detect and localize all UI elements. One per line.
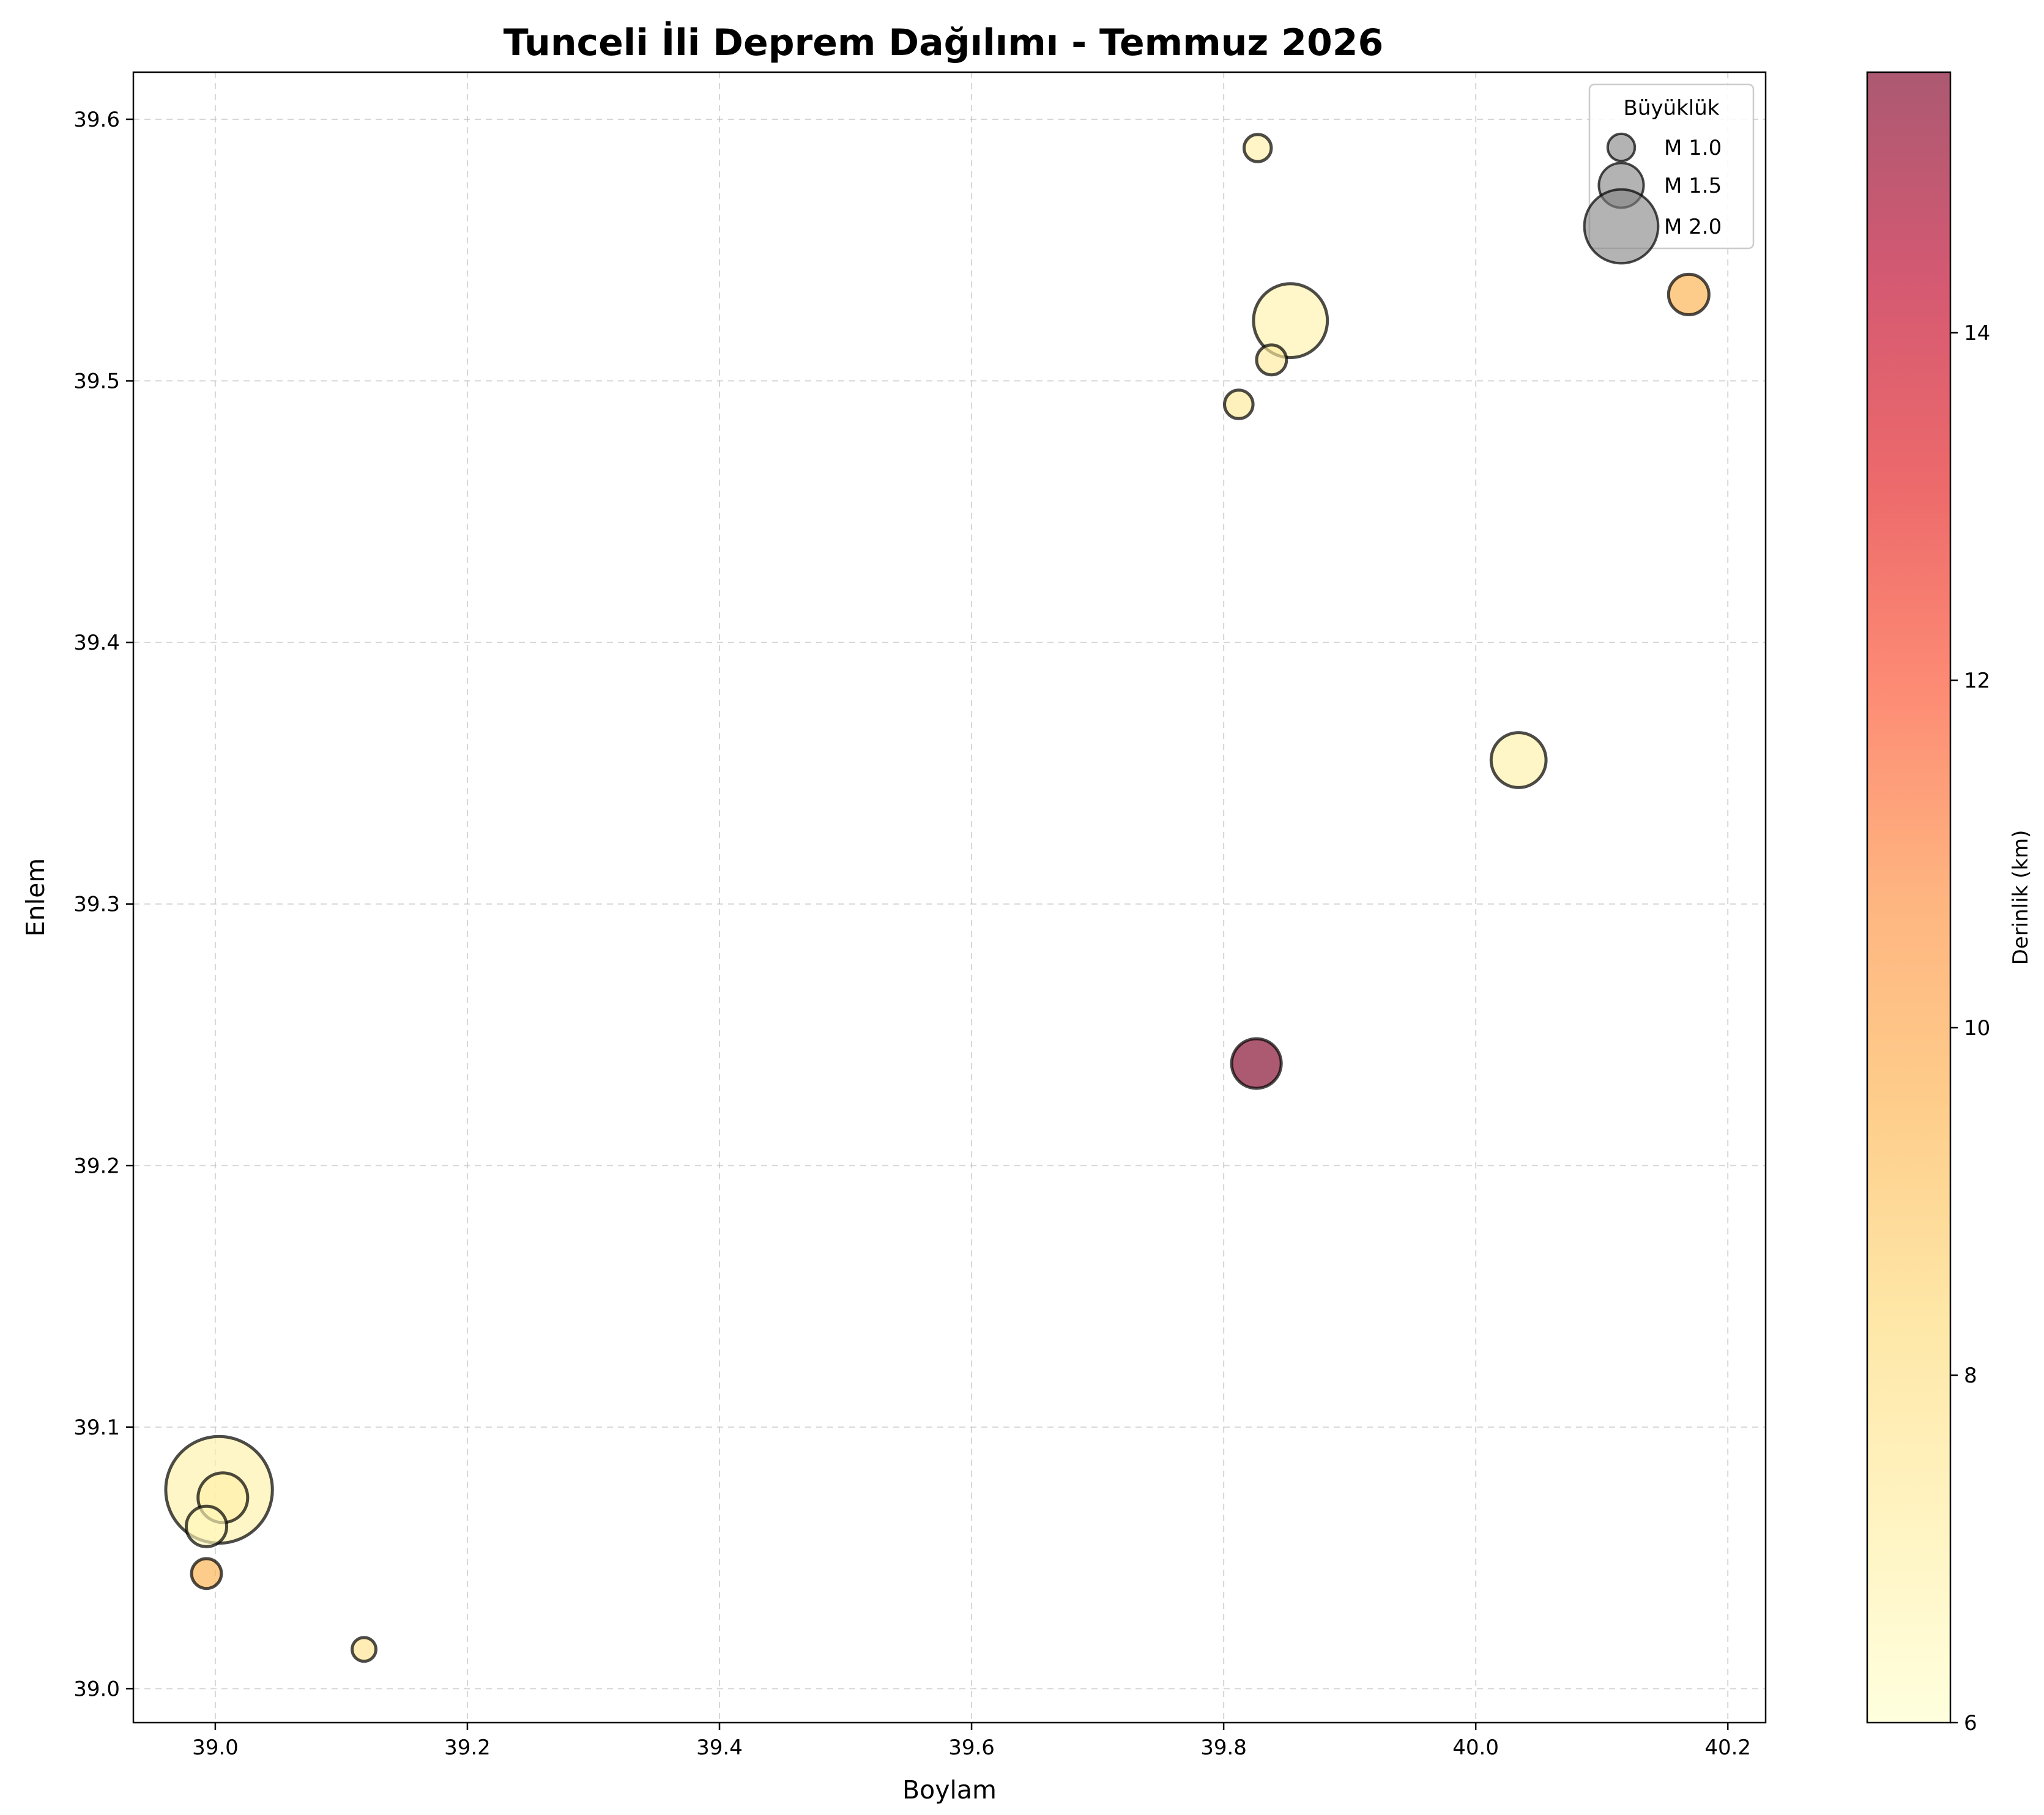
colorbar-tick-label: 6 — [1964, 1711, 1977, 1735]
y-tick-label: 39.5 — [73, 369, 120, 394]
earthquake-point — [184, 1504, 229, 1548]
y-axis-ticks: 39.0 39.1 39.2 39.3 39.4 39.5 39.6 — [73, 108, 133, 1701]
y-tick-label: 39.4 — [73, 631, 120, 655]
colorbar-tick-label: 10 — [1964, 1016, 1990, 1041]
earthquake-point — [190, 1557, 223, 1590]
x-tick-label: 39.6 — [948, 1735, 995, 1760]
earthquake-point — [1255, 343, 1288, 377]
legend-entry-label: M 1.0 — [1664, 136, 1722, 160]
colorbar — [1866, 71, 1952, 1724]
colorbar-tick-label: 14 — [1964, 321, 1990, 346]
legend: Büyüklük M 1.0 M 1.5 M 2.0 — [1583, 83, 1755, 265]
y-tick-label: 39.1 — [73, 1416, 120, 1440]
y-axis-label: Enlem — [21, 858, 50, 937]
earthquake-point — [1489, 731, 1548, 789]
earthquake-point — [1252, 282, 1329, 360]
earthquake-point — [1243, 133, 1273, 163]
colorbar-label: Derinlik (km) — [2009, 830, 2033, 965]
x-axis-label: Boylam — [902, 1775, 997, 1805]
legend-entry-label: M 1.5 — [1664, 174, 1722, 198]
colorbar-tick-label: 12 — [1964, 669, 1990, 693]
legend-entry-label: M 2.0 — [1664, 215, 1722, 239]
y-tick-label: 39.6 — [73, 108, 120, 132]
x-tick-label: 39.8 — [1200, 1735, 1247, 1760]
legend-marker — [1606, 132, 1637, 163]
chart-title: Tunceli İli Deprem Dağılımı - Temmuz 202… — [504, 20, 1383, 64]
earthquake-point — [351, 1636, 377, 1663]
data-points — [164, 133, 1711, 1663]
y-tick-label: 39.2 — [73, 1154, 120, 1178]
y-tick-label: 39.0 — [73, 1677, 120, 1701]
x-tick-label: 39.2 — [444, 1735, 491, 1760]
y-tick-label: 39.3 — [73, 893, 120, 917]
plot-frame — [132, 71, 1767, 1724]
x-axis-ticks: 39.0 39.2 39.4 39.6 39.8 40.0 40.2 — [192, 1723, 1751, 1760]
legend-marker — [1583, 188, 1660, 265]
x-tick-label: 40.2 — [1704, 1735, 1751, 1760]
x-tick-label: 40.0 — [1452, 1735, 1499, 1760]
earthquake-point — [1667, 272, 1711, 316]
x-tick-label: 39.4 — [696, 1735, 743, 1760]
earthquake-point — [1223, 388, 1255, 420]
colorbar-tick-label: 8 — [1964, 1364, 1977, 1388]
colorbar-ticks: 6 8 10 12 14 — [1950, 321, 1990, 1735]
grid-lines — [133, 72, 1766, 1723]
legend-title: Büyüklük — [1624, 96, 1720, 121]
x-tick-label: 39.0 — [192, 1735, 239, 1760]
earthquake-point — [1230, 1037, 1283, 1090]
